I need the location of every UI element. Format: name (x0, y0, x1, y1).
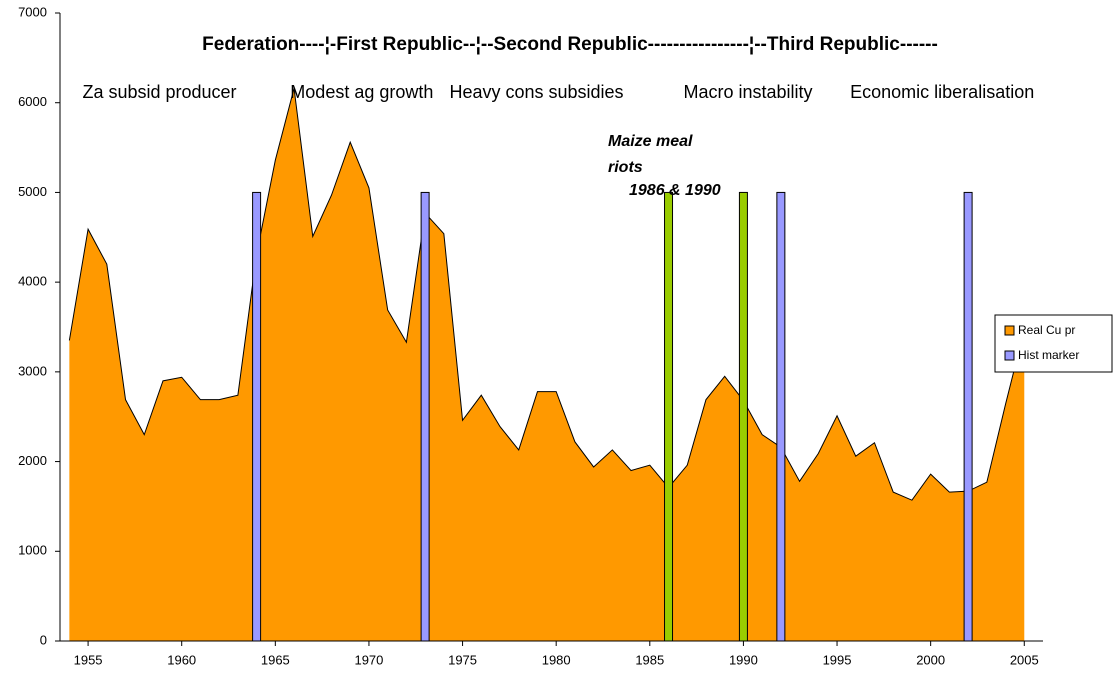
hist-marker (664, 191, 674, 642)
period-label: Modest ag growth (290, 82, 433, 102)
legend-label: Hist marker (1018, 348, 1079, 362)
y-tick-label: 0 (40, 632, 47, 647)
x-tick-label: 2005 (1010, 652, 1039, 667)
hist-marker (776, 191, 786, 642)
y-tick-label: 1000 (18, 543, 47, 558)
y-tick-label: 2000 (18, 453, 47, 468)
y-tick-label: 4000 (18, 274, 47, 289)
legend-swatch (1004, 350, 1015, 361)
y-tick-label: 3000 (18, 363, 47, 378)
x-tick-label: 1960 (167, 652, 196, 667)
legend-swatch (1004, 325, 1015, 336)
annotation: Maize meal (608, 133, 693, 150)
x-tick-label: 1965 (261, 652, 290, 667)
area-line (68, 88, 1025, 501)
hist-marker (738, 191, 748, 642)
y-tick-label: 5000 (18, 184, 47, 199)
x-tick-label: 1990 (729, 652, 758, 667)
legend-label: Real Cu pr (1018, 323, 1075, 337)
x-tick-label: 1985 (635, 652, 664, 667)
legend-box (994, 314, 1113, 373)
annotation: 1986 & 1990 (629, 182, 721, 199)
annotation: riots (608, 159, 643, 176)
period-label: Economic liberalisation (850, 82, 1034, 102)
headline: Federation----¦-First Republic--¦--Secon… (202, 34, 938, 55)
hist-marker (252, 191, 262, 642)
x-tick-label: 1955 (74, 652, 103, 667)
y-tick-label: 7000 (18, 4, 47, 19)
y-tick-label: 6000 (18, 94, 47, 109)
period-label: Heavy cons subsidies (449, 82, 623, 102)
x-tick-label: 1980 (542, 652, 571, 667)
hist-marker (963, 191, 973, 642)
x-tick-label: 1995 (823, 652, 852, 667)
x-tick-label: 2000 (916, 652, 945, 667)
x-tick-label: 1970 (354, 652, 383, 667)
x-tick-label: 1975 (448, 652, 477, 667)
period-label: Macro instability (684, 82, 813, 102)
hist-marker (420, 191, 430, 642)
area-fill (69, 88, 1025, 642)
period-label: Za subsid producer (82, 82, 236, 102)
